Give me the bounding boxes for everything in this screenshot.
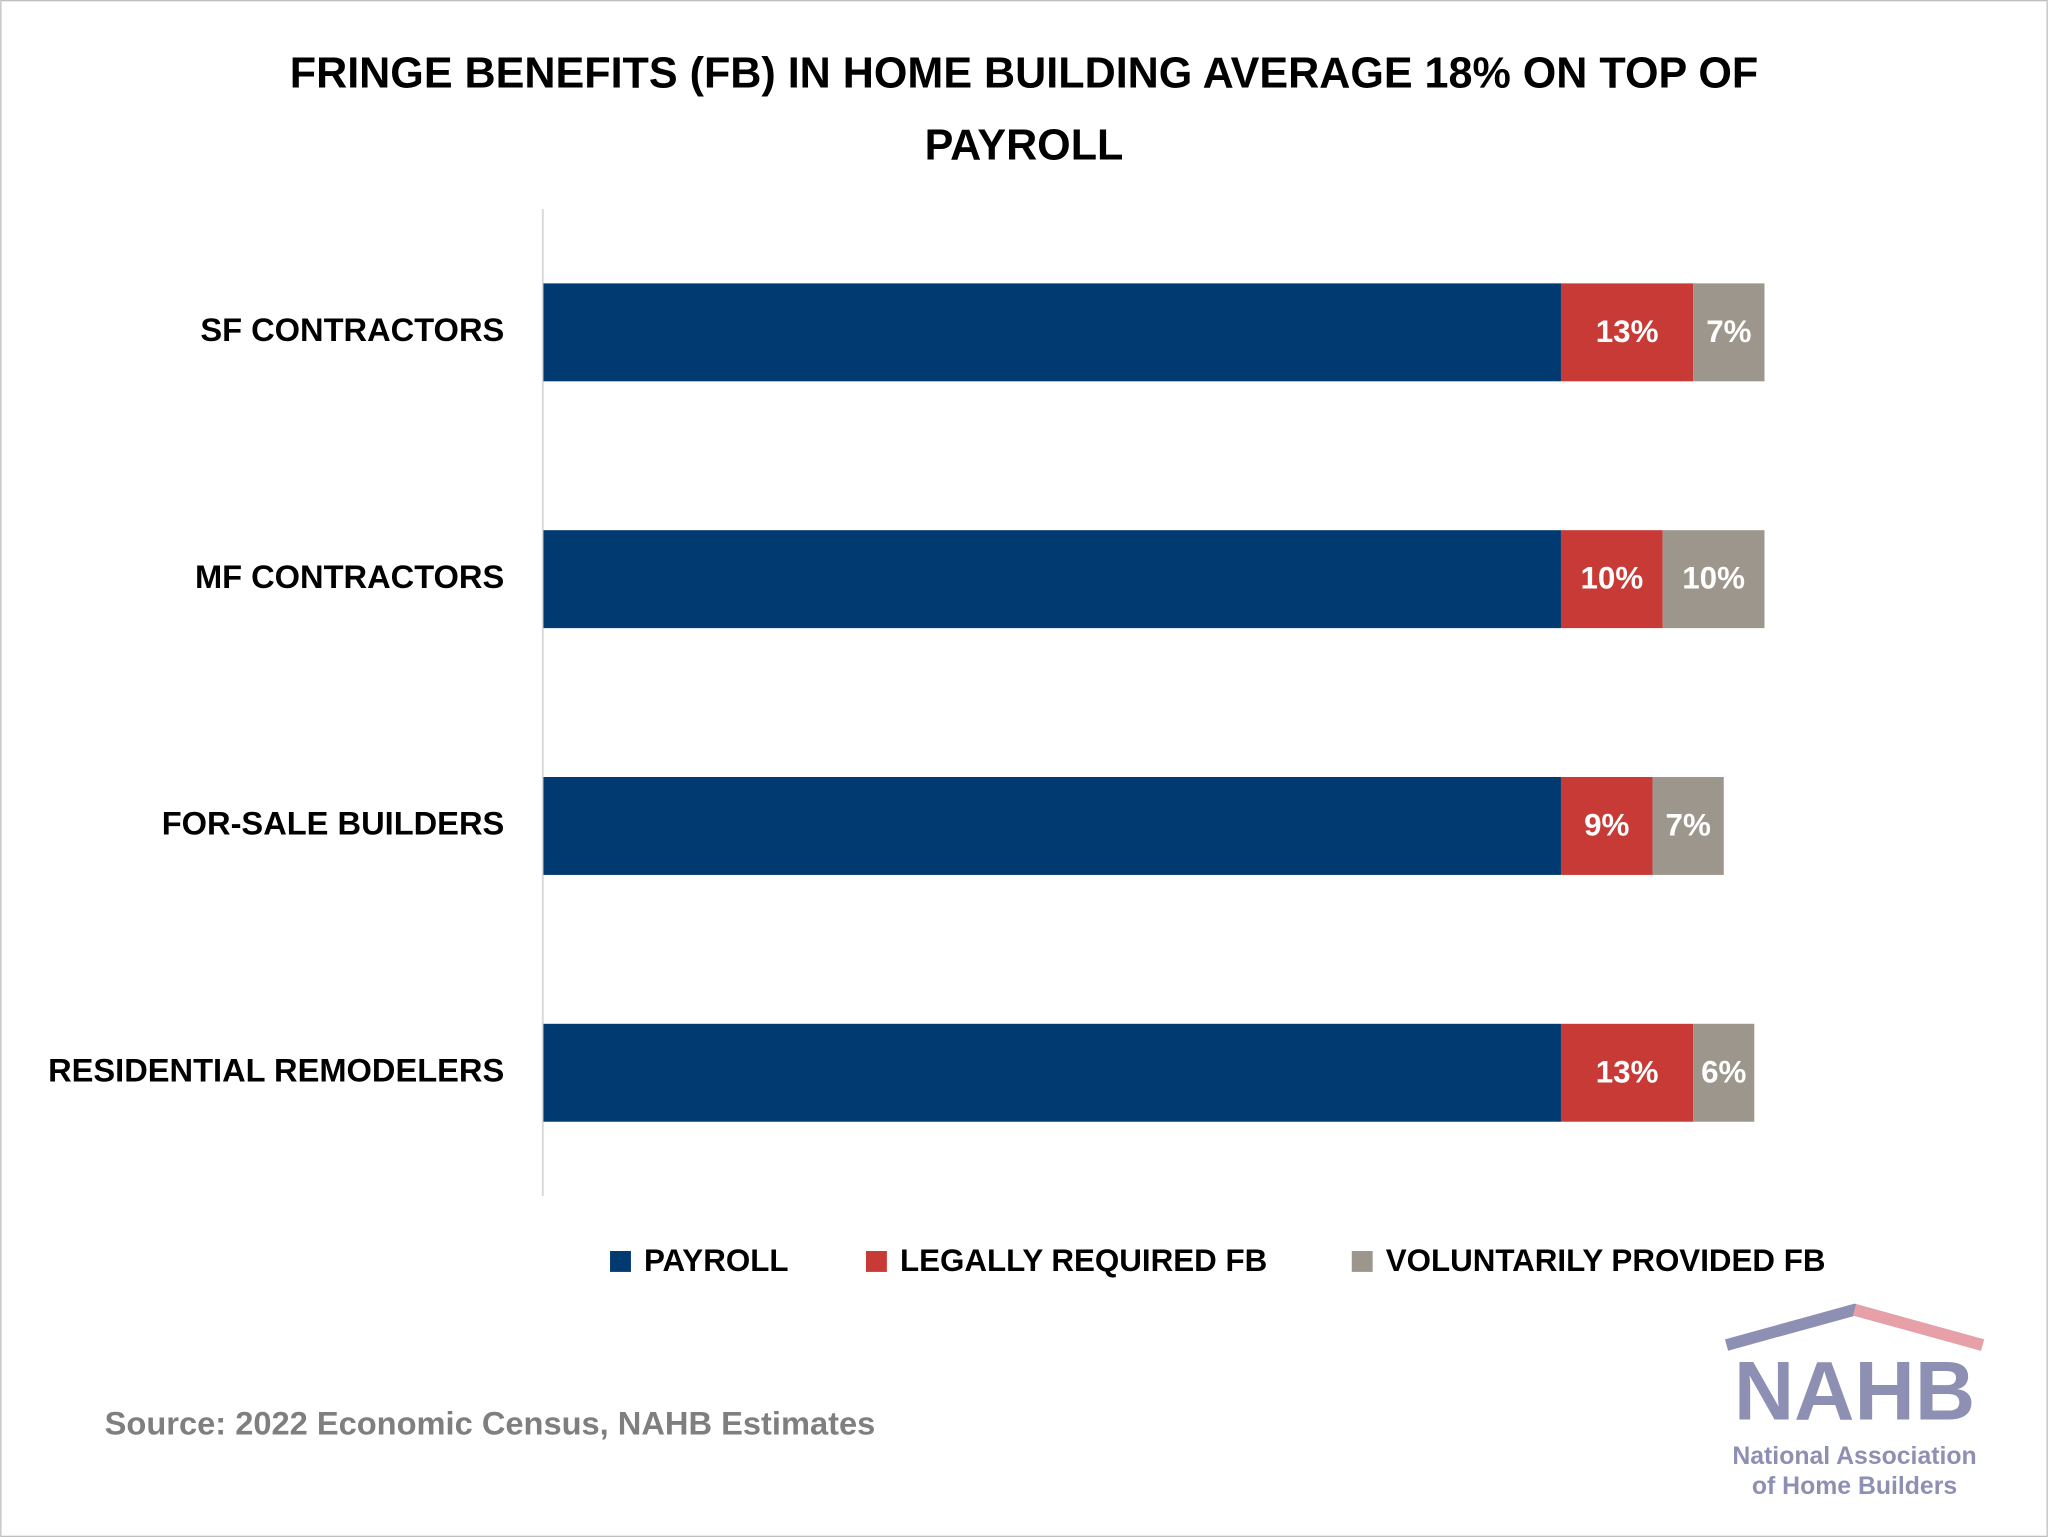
bar-segment (1560, 1023, 1694, 1122)
bar-segment (1662, 530, 1765, 629)
legend-swatch (610, 1251, 631, 1272)
legend-swatch (1351, 1251, 1373, 1272)
bar-segment (543, 530, 1561, 629)
bar-segment (1652, 776, 1724, 875)
logo-mark: NAHB (1734, 1343, 1975, 1437)
bar-segment (1560, 530, 1663, 629)
bar-segment (1693, 1023, 1755, 1122)
legend-label: LEGALLY REQUIRED FB (900, 1243, 1267, 1278)
bar-segment (543, 776, 1561, 875)
category-label: MF CONTRACTORS (195, 558, 504, 595)
legend-label: PAYROLL (644, 1243, 788, 1278)
data-label: 13% (1596, 1054, 1659, 1089)
category-label: SF CONTRACTORS (200, 311, 504, 348)
data-label: 9% (1584, 808, 1629, 843)
logo-roof-right (1852, 1304, 1985, 1351)
logo-line: National Association (1732, 1443, 1976, 1470)
data-label: 10% (1682, 561, 1745, 596)
bar-segment (1560, 776, 1653, 875)
chart-title: FRINGE BENEFITS (FB) IN HOME BUILDING AV… (289, 48, 1759, 169)
logo-line: of Home Builders (1752, 1473, 1957, 1500)
data-label: 10% (1580, 561, 1643, 596)
data-label: 7% (1666, 808, 1711, 843)
bar-segment (1693, 283, 1765, 382)
legend-label: VOLUNTARILY PROVIDED FB (1386, 1243, 1826, 1278)
category-label: FOR-SALE BUILDERS (162, 805, 505, 842)
title-box: FRINGE BENEFITS (FB) IN HOME BUILDING AV… (289, 48, 1759, 169)
bar-segment (1560, 283, 1694, 382)
bar-segment (543, 1023, 1561, 1122)
data-label: 6% (1701, 1054, 1746, 1089)
source: Source: 2022 Economic Census, NAHB Estim… (105, 1405, 876, 1442)
category-label: RESIDENTIAL REMODELERS (48, 1051, 504, 1088)
legend-swatch (865, 1251, 887, 1272)
bar-segment (543, 283, 1561, 382)
data-label: 13% (1596, 314, 1659, 349)
data-label: 7% (1706, 314, 1751, 349)
